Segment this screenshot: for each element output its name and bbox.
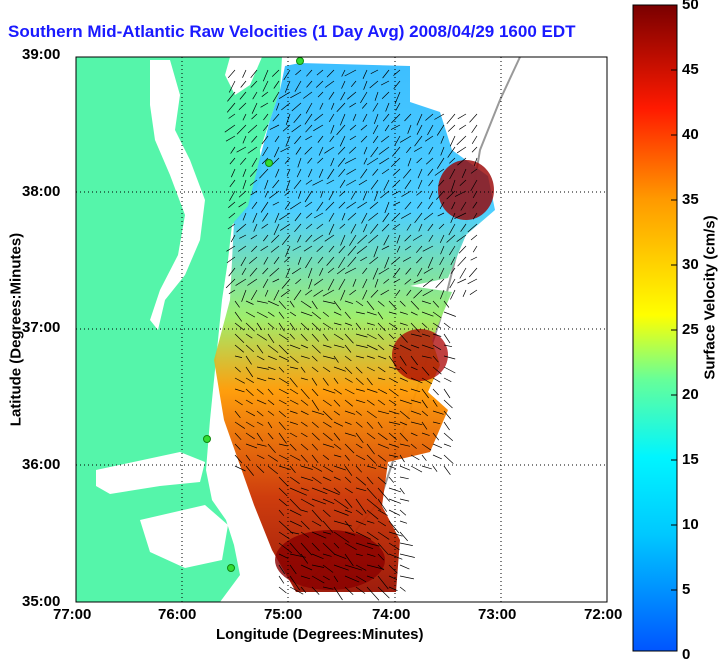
x-tick-label: 77:00 bbox=[53, 606, 92, 623]
axes-box bbox=[75, 56, 608, 603]
y-tick-label: 39:00 bbox=[22, 46, 61, 63]
x-tick-label: 73:00 bbox=[478, 606, 517, 623]
colorbar-tick-label: 25 bbox=[682, 321, 699, 338]
albemarle-sound bbox=[96, 452, 205, 494]
x-tick-label: 74:00 bbox=[372, 606, 411, 623]
x-tick-label: 76:00 bbox=[158, 606, 197, 623]
colorbar-tick-label: 50 bbox=[682, 0, 699, 13]
velocity-hotspot bbox=[275, 530, 385, 590]
graticule bbox=[76, 57, 607, 602]
colorbar-tick-label: 35 bbox=[682, 191, 699, 208]
colorbar-tick-label: 0 bbox=[682, 646, 691, 663]
colorbar-tick-label: 10 bbox=[682, 516, 699, 533]
velocity-hotspot bbox=[392, 329, 448, 381]
radar-stations bbox=[203, 57, 304, 572]
y-tick-label: 36:00 bbox=[22, 456, 61, 473]
colorbar-tick-label: 5 bbox=[682, 581, 691, 598]
map-title: Southern Mid-Atlantic Raw Velocities (1 … bbox=[8, 22, 576, 41]
velocity-arrows bbox=[224, 69, 478, 601]
velocity-field bbox=[214, 63, 495, 592]
x-axis-label: Longitude (Degrees:Minutes) bbox=[216, 626, 424, 643]
pamlico-sound bbox=[140, 505, 228, 568]
colorbar bbox=[632, 4, 678, 652]
y-tick-label: 38:00 bbox=[22, 183, 61, 200]
colorbar-tick-label: 30 bbox=[682, 256, 699, 273]
colorbar-tick-label: 20 bbox=[682, 386, 699, 403]
colorbar-tick-label: 15 bbox=[682, 451, 699, 468]
y-tick-label: 35:00 bbox=[22, 593, 61, 610]
y-tick-label: 37:00 bbox=[22, 319, 61, 336]
chesapeake-bay bbox=[150, 60, 205, 330]
colorbar-ticks bbox=[671, 69, 677, 591]
colorbar-tick-label: 40 bbox=[682, 126, 699, 143]
colorbar-tick-label: 45 bbox=[682, 61, 699, 78]
x-tick-label: 72:00 bbox=[584, 606, 623, 623]
x-tick-label: 75:00 bbox=[264, 606, 303, 623]
